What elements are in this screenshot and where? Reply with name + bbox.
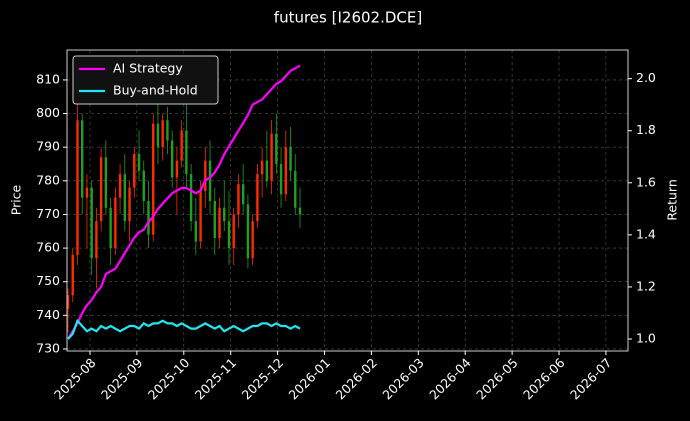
legend-box <box>72 55 219 105</box>
candle-body <box>76 120 79 255</box>
chart-title: futures [I2602.DCE] <box>274 9 422 27</box>
candle-body <box>237 184 240 215</box>
candle-body <box>218 207 221 238</box>
y2-tick-label: 1.4 <box>636 226 656 241</box>
candle-body <box>189 174 193 222</box>
y-axis-label: Price <box>9 184 24 215</box>
candle-body <box>256 174 259 222</box>
candle-body <box>175 160 179 178</box>
plot-frame <box>66 49 629 352</box>
legend-label: AI Strategy <box>113 61 183 76</box>
candle-body <box>270 133 273 181</box>
candle-body <box>279 164 283 195</box>
candle-body <box>232 214 235 249</box>
y-tick-label: 770 <box>36 206 60 221</box>
candle-body <box>166 120 169 141</box>
candle-body <box>227 221 231 249</box>
y-tick-label: 780 <box>36 172 60 187</box>
y-tick-label: 810 <box>36 71 60 86</box>
candle-body <box>208 160 212 202</box>
candle-body <box>109 207 112 249</box>
candle-body <box>213 201 216 238</box>
candle-body <box>128 187 131 222</box>
candle-body <box>81 120 84 198</box>
y2-tick-label: 2.0 <box>636 70 656 85</box>
y2-tick-label: 1.0 <box>636 331 656 346</box>
candle-body <box>114 197 117 249</box>
candle-body <box>251 221 254 259</box>
candle-body <box>199 190 202 242</box>
candle-body <box>241 184 245 205</box>
candle-body <box>104 157 108 208</box>
y-tick-label: 730 <box>36 340 60 355</box>
candle-body <box>246 204 250 259</box>
candle-body <box>118 174 122 198</box>
y2-tick-label: 1.2 <box>636 278 656 293</box>
y2-axis-label: Return <box>665 179 680 220</box>
candle-body <box>204 160 207 191</box>
candle-body <box>71 254 74 296</box>
y-tick-label: 750 <box>36 273 60 288</box>
y2-tick-label: 1.6 <box>636 174 656 189</box>
series-line <box>67 318 301 340</box>
legend-label: Buy-and-Hold <box>113 83 198 98</box>
candle-body <box>156 123 160 148</box>
candle-body <box>284 147 287 195</box>
candle-body <box>265 160 269 181</box>
candle-body <box>260 160 264 175</box>
candle-body <box>133 153 136 188</box>
series-line <box>67 64 301 340</box>
candle-body <box>180 130 183 161</box>
y-tick-label: 790 <box>36 139 60 154</box>
y-tick-label: 760 <box>36 240 60 255</box>
candle-body <box>298 207 302 215</box>
candle-body <box>294 170 297 208</box>
candle-body <box>147 201 150 235</box>
candle-body <box>85 187 89 198</box>
candle-body <box>90 187 93 259</box>
candle-body <box>194 221 198 242</box>
y-tick-label: 740 <box>36 307 60 322</box>
y-tick-label: 800 <box>36 105 60 120</box>
candle-body <box>142 170 145 202</box>
y2-tick-label: 1.8 <box>636 122 656 137</box>
candle-body <box>185 130 188 175</box>
candle-body <box>66 295 70 309</box>
candle-body <box>123 174 127 222</box>
candle-body <box>170 140 174 178</box>
candle-body <box>289 147 292 171</box>
candle-body <box>137 153 141 171</box>
candle-body <box>275 133 278 165</box>
candle-body <box>99 157 103 222</box>
candle-body <box>223 207 226 222</box>
candle-body <box>152 123 155 235</box>
candle-body <box>161 120 164 148</box>
candle-body <box>95 221 98 259</box>
